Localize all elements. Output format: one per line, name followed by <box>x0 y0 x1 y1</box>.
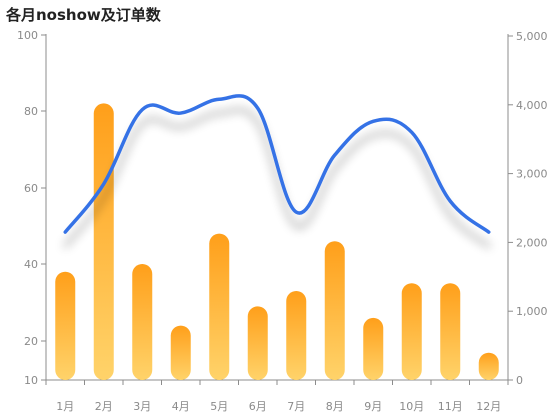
x-tick-label: 6月 <box>249 400 267 413</box>
bar-2月 <box>93 103 114 381</box>
x-tick-label: 2月 <box>95 400 113 413</box>
y-right-tick-label: 5,000 <box>516 30 548 43</box>
bar-10月 <box>401 283 422 380</box>
y-left-tick-label: 80 <box>24 105 38 118</box>
bar-11月 <box>440 283 461 380</box>
x-tick-label: 5月 <box>210 400 228 413</box>
x-tick-label: 3月 <box>133 400 151 413</box>
x-tick-label: 8月 <box>326 400 344 413</box>
bar-5月 <box>209 233 230 380</box>
bar-3月 <box>132 264 153 380</box>
y-right-tick-label: 4,000 <box>516 99 548 112</box>
y-right-tick-label: 3,000 <box>516 168 548 181</box>
y-right-tick-label: 2,000 <box>516 236 548 249</box>
x-tick-label: 7月 <box>287 400 305 413</box>
y-right-tick-label: 0 <box>516 374 523 387</box>
bar-6月 <box>247 306 268 380</box>
y-left-tick-label: 40 <box>24 258 38 271</box>
y-left-tick-label: 60 <box>24 182 38 195</box>
x-tick-label: 11月 <box>438 400 463 413</box>
y-left-tick-label: 10 <box>24 374 38 387</box>
bar-12月 <box>478 352 499 380</box>
y-left-tick-label: 100 <box>17 29 38 42</box>
bar-4月 <box>170 325 191 380</box>
x-tick-label: 12月 <box>476 400 501 413</box>
bar-1月 <box>55 271 76 380</box>
x-tick-label: 1月 <box>56 400 74 413</box>
bar-8月 <box>324 241 345 380</box>
bar-7月 <box>286 290 307 380</box>
chart-title: 各月noshow及订单数 <box>6 6 161 24</box>
x-tick-label: 9月 <box>364 400 382 413</box>
y-left-tick-label: 20 <box>24 335 38 348</box>
bar-9月 <box>363 317 384 380</box>
y-right-tick-label: 1,000 <box>516 305 548 318</box>
x-tick-label: 4月 <box>172 400 190 413</box>
x-tick-label: 10月 <box>399 400 424 413</box>
orders-line <box>63 94 491 234</box>
